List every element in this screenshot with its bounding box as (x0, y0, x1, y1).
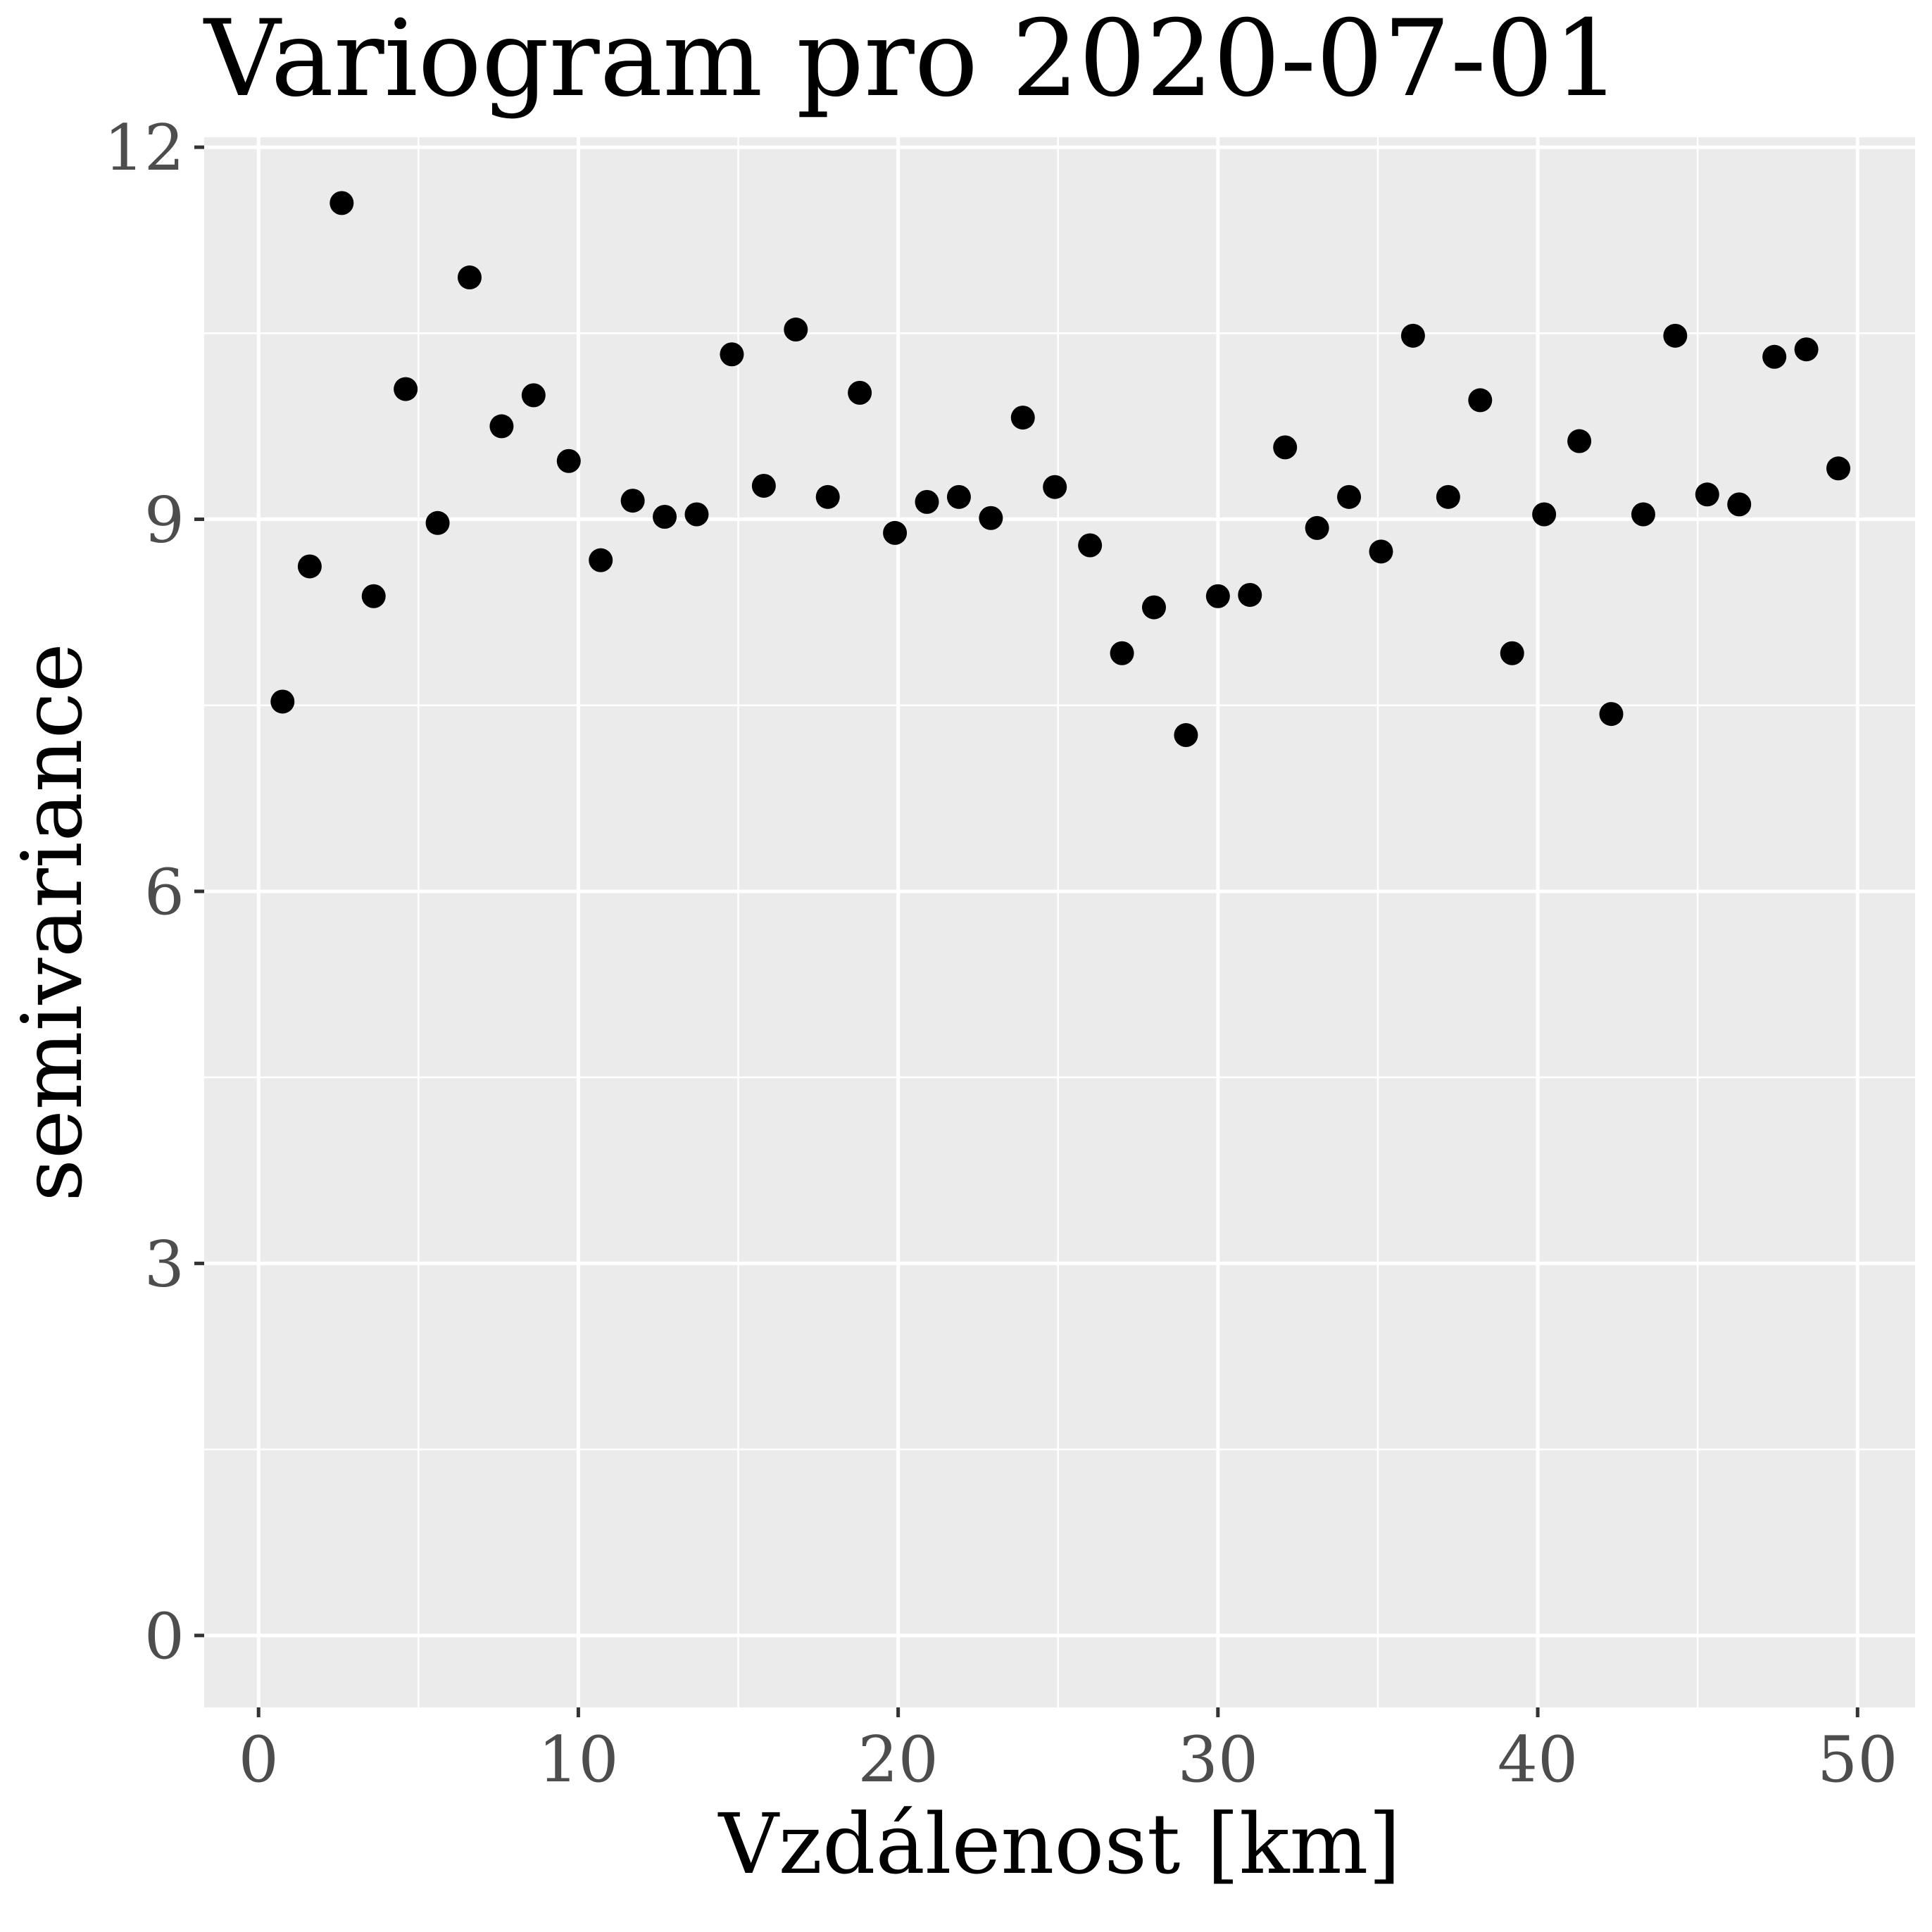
data-point (1436, 484, 1460, 509)
data-point (620, 489, 645, 513)
data-point (1826, 456, 1850, 481)
x-tick-label: 40 (1498, 1723, 1579, 1797)
data-point (1631, 502, 1655, 527)
data-point (653, 505, 677, 529)
data-point (1762, 344, 1787, 369)
data-point (815, 484, 840, 509)
data-point (883, 520, 908, 545)
data-point (1205, 584, 1230, 608)
y-tick-label: 0 (144, 1600, 184, 1674)
data-point (589, 548, 613, 572)
x-tick-label: 50 (1817, 1723, 1898, 1797)
data-point (425, 510, 450, 535)
data-point (1174, 723, 1198, 748)
data-points (270, 191, 1850, 748)
data-point (848, 380, 872, 405)
data-point (1110, 641, 1134, 665)
data-point (1369, 539, 1393, 564)
data-point (556, 448, 581, 473)
data-point (979, 506, 1003, 530)
data-point (1468, 388, 1493, 413)
grid-lines (204, 137, 1915, 1707)
data-point (1532, 502, 1557, 527)
x-tick-label: 20 (858, 1723, 939, 1797)
axes: 0 10 20 30 40 50 0 3 6 9 12 (104, 111, 1898, 1797)
x-tick-label: 0 (239, 1723, 279, 1797)
data-point (1305, 515, 1329, 540)
y-tick-label: 9 (144, 484, 184, 558)
data-point (489, 414, 514, 439)
data-point (1599, 702, 1624, 727)
plot-panel (204, 137, 1915, 1707)
data-point (1043, 475, 1067, 499)
data-point (1010, 406, 1035, 430)
y-tick-label: 12 (104, 111, 184, 185)
data-point (1141, 595, 1166, 620)
y-tick-label: 3 (144, 1227, 184, 1301)
data-point (915, 489, 939, 514)
data-point (1078, 533, 1103, 558)
data-point (1567, 429, 1592, 453)
data-point (521, 383, 546, 408)
x-tick-label: 30 (1178, 1723, 1259, 1797)
y-tick-label: 6 (144, 855, 184, 929)
data-point (946, 484, 971, 509)
data-point (1273, 435, 1298, 460)
data-point (1500, 641, 1524, 665)
data-point (1727, 492, 1752, 517)
data-point (751, 473, 776, 498)
data-point (330, 191, 354, 215)
data-point (297, 554, 322, 579)
data-point (784, 318, 808, 342)
data-point (1695, 482, 1719, 507)
chart-title: Variogram pro 2020-07-01 (203, 0, 1621, 120)
x-axis-title: Vzdálenost [km] (717, 1795, 1401, 1893)
data-point (684, 502, 709, 527)
data-point (1238, 582, 1262, 607)
data-point (1794, 337, 1819, 362)
data-point (1400, 323, 1425, 348)
data-point (270, 689, 295, 714)
data-point (457, 265, 482, 290)
data-point (720, 342, 744, 367)
x-tick-label: 10 (538, 1723, 619, 1797)
data-point (1663, 323, 1688, 348)
y-axis-title: semivariance (4, 643, 101, 1201)
data-point (361, 584, 386, 608)
data-point (1337, 484, 1362, 509)
data-point (394, 377, 418, 401)
